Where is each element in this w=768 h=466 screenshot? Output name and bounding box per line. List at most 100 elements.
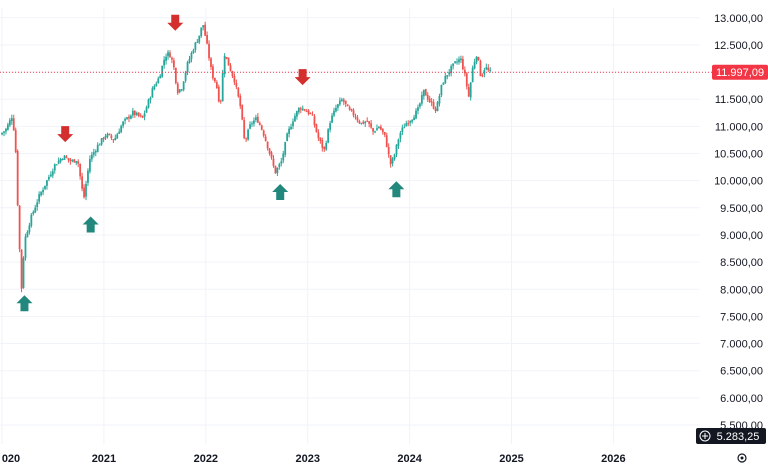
candle-body bbox=[286, 133, 289, 142]
candle-body bbox=[61, 159, 64, 161]
candle-body bbox=[223, 55, 226, 75]
x-tick-label: 2024 bbox=[397, 453, 422, 465]
candle-body bbox=[210, 58, 212, 67]
y-tick-label: 13.000,00 bbox=[714, 13, 763, 25]
candle-body bbox=[379, 126, 382, 130]
candle-body bbox=[274, 165, 277, 174]
candle-body bbox=[202, 25, 205, 28]
candle-body bbox=[420, 95, 423, 104]
candle-body bbox=[446, 75, 449, 77]
candle-body bbox=[481, 75, 484, 77]
candle-body bbox=[290, 126, 292, 130]
candle-body bbox=[319, 137, 322, 141]
candle-body bbox=[73, 159, 76, 163]
candle-body bbox=[485, 67, 488, 70]
candle-body bbox=[270, 152, 273, 158]
candle-body bbox=[94, 151, 97, 153]
candle-body bbox=[233, 76, 236, 83]
candle-body bbox=[489, 69, 492, 71]
buy-signal-arrow bbox=[388, 181, 405, 198]
candle-body bbox=[417, 107, 419, 111]
candle-body bbox=[460, 58, 462, 61]
candle-body bbox=[172, 60, 175, 68]
candle-body bbox=[278, 164, 281, 168]
cursor-price-badge[interactable]: 5.283,25 bbox=[696, 428, 766, 444]
candle-body bbox=[249, 124, 251, 129]
candle-body bbox=[145, 107, 148, 113]
candle-body bbox=[247, 129, 249, 140]
candle-body bbox=[264, 136, 267, 141]
candle-body bbox=[422, 89, 425, 97]
candle-body bbox=[178, 89, 181, 93]
candle-body bbox=[356, 117, 359, 121]
candle-body bbox=[329, 123, 332, 130]
candle-body bbox=[245, 138, 248, 140]
candle-body bbox=[110, 135, 113, 139]
grid-lines bbox=[0, 8, 700, 444]
candle-body bbox=[305, 111, 308, 113]
candle-body bbox=[75, 161, 78, 163]
candle-body bbox=[212, 66, 214, 79]
candle-body bbox=[126, 117, 128, 120]
candle-body bbox=[5, 128, 7, 132]
candle-body bbox=[426, 94, 429, 100]
candle-body bbox=[190, 53, 193, 60]
candle-body bbox=[344, 100, 347, 104]
candle-body bbox=[219, 100, 222, 102]
candle-body bbox=[475, 56, 478, 63]
candle-body bbox=[63, 155, 66, 160]
candle-body bbox=[59, 158, 62, 162]
candle-body bbox=[192, 50, 195, 54]
candle-body bbox=[299, 108, 302, 110]
candle-body bbox=[407, 123, 410, 125]
buy-signal-arrow bbox=[16, 295, 33, 312]
candle-body bbox=[44, 185, 46, 189]
candle-body bbox=[120, 125, 123, 133]
candle-body bbox=[77, 161, 80, 164]
candle-body bbox=[479, 60, 482, 77]
candle-body bbox=[383, 132, 386, 135]
x-tick-label: 020 bbox=[2, 453, 20, 465]
candle-body bbox=[87, 170, 89, 183]
x-axis: 020 2021 2022 2023 2024 2025 2026 bbox=[2, 453, 626, 465]
signal-markers bbox=[16, 14, 405, 312]
candle-body bbox=[251, 123, 253, 125]
candle-body bbox=[389, 155, 392, 165]
y-tick-label: 11.000,00 bbox=[715, 121, 763, 133]
candle-body bbox=[297, 107, 300, 113]
candle-body bbox=[323, 146, 326, 150]
candle-body bbox=[200, 27, 203, 37]
candle-body bbox=[401, 127, 404, 133]
candle-body bbox=[163, 59, 166, 66]
settings-gear-icon[interactable] bbox=[737, 453, 747, 463]
candle-body bbox=[196, 41, 199, 43]
candle-body bbox=[112, 139, 115, 141]
candle-body bbox=[57, 160, 60, 164]
candle-body bbox=[403, 127, 406, 129]
candle-body bbox=[436, 102, 439, 112]
candle-body bbox=[376, 128, 378, 131]
plus-circle-icon[interactable] bbox=[699, 430, 711, 442]
candle-body bbox=[114, 137, 117, 141]
y-tick-label: 6.000,00 bbox=[720, 393, 763, 405]
buy-signal-arrow bbox=[272, 183, 289, 200]
candle-body bbox=[391, 158, 394, 164]
candle-body bbox=[405, 123, 408, 127]
candle-body bbox=[81, 176, 84, 189]
candle-body bbox=[165, 56, 167, 61]
candle-body bbox=[10, 118, 13, 122]
candle-body bbox=[296, 111, 298, 117]
y-tick-label: 8.500,00 bbox=[720, 257, 763, 269]
candle-body bbox=[69, 159, 72, 162]
candle-body bbox=[465, 73, 468, 87]
candle-body bbox=[313, 116, 316, 126]
candle-body bbox=[159, 75, 162, 79]
cursor-price-label: 5.283,25 bbox=[717, 431, 760, 443]
candle-body bbox=[26, 231, 29, 238]
candle-body bbox=[143, 113, 146, 117]
candle-body bbox=[317, 132, 320, 139]
candle-body bbox=[331, 115, 333, 123]
candle-body bbox=[243, 120, 246, 138]
candle-body bbox=[284, 142, 287, 155]
